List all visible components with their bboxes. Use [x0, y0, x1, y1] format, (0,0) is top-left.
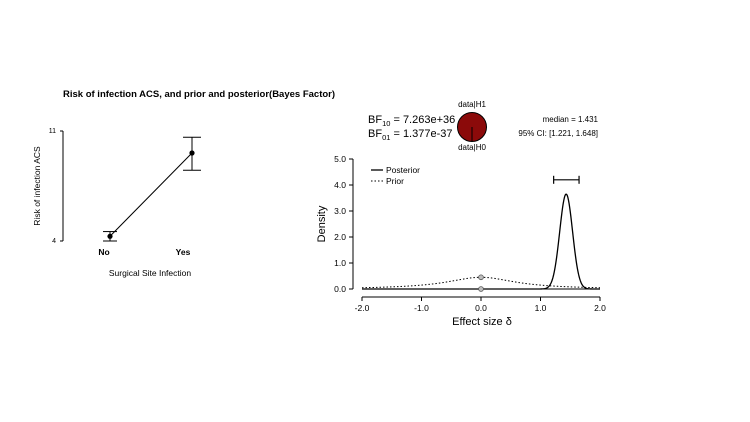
left-y-tick-label-top: 11 — [49, 128, 56, 135]
left-connecting-line — [109, 152, 193, 237]
right-x-tick-label: 0.0 — [475, 303, 487, 313]
right-x-tick-label: -2.0 — [355, 303, 370, 313]
left-x-tick-label-yes: Yes — [176, 247, 191, 257]
right-y-tick-label: 0.0 — [334, 284, 346, 294]
right-x-axis-label: Effect size δ — [452, 316, 512, 328]
wheel-label-top: data|H1 — [458, 100, 486, 109]
bf10-value: = 7.263e+36 — [390, 114, 455, 126]
right-y-tick-label: 4.0 — [334, 180, 346, 190]
right-y-axis-label: Density — [316, 205, 328, 242]
right-y-tick-label: 2.0 — [334, 232, 346, 242]
bf01-text: BF01 = 1.377e-37 — [368, 128, 453, 142]
right-x-tick-label: 2.0 — [594, 303, 606, 313]
figure-title: Risk of infection ACS, and prior and pos… — [63, 89, 335, 100]
bf01-subscript: 01 — [382, 133, 390, 142]
right-plot: BF10 = 7.263e+36 BF01 = 1.377e-37 data|H… — [316, 100, 606, 328]
legend-posterior-label: Posterior — [386, 165, 420, 175]
left-x-tick-label-no: No — [98, 247, 109, 257]
right-x-tick-label: 1.0 — [535, 303, 547, 313]
left-plot: 11 4 Risk of infection ACS No Yes Surgic… — [32, 128, 201, 278]
left-y-axis-label: Risk of infection ACS — [32, 146, 42, 226]
ci-text: 95% CI: [1.221, 1.648] — [518, 129, 598, 138]
bf10-subscript: 10 — [382, 119, 390, 128]
right-y-tick-label: 1.0 — [334, 258, 346, 268]
legend-prior-label: Prior — [386, 176, 404, 186]
left-point-no — [107, 233, 113, 239]
left-x-axis-label: Surgical Site Infection — [109, 268, 191, 278]
credible-interval-bar — [553, 175, 580, 184]
wheel-label-bottom: data|H0 — [458, 143, 486, 152]
prior-point-at-zero — [478, 274, 484, 281]
legend: Posterior Prior — [371, 165, 420, 186]
right-x-tick-label: -1.0 — [414, 303, 429, 313]
right-y-tick-label: 3.0 — [334, 206, 346, 216]
median-text: median = 1.431 — [543, 115, 599, 124]
posterior-point-at-zero — [478, 286, 484, 292]
bf01-value: = 1.377e-37 — [390, 128, 452, 140]
left-y-tick-label-bottom: 4 — [52, 238, 56, 245]
bf10-text: BF10 = 7.263e+36 — [368, 114, 455, 128]
right-y-tick-label: 5.0 — [334, 154, 346, 164]
left-point-yes — [189, 150, 195, 156]
